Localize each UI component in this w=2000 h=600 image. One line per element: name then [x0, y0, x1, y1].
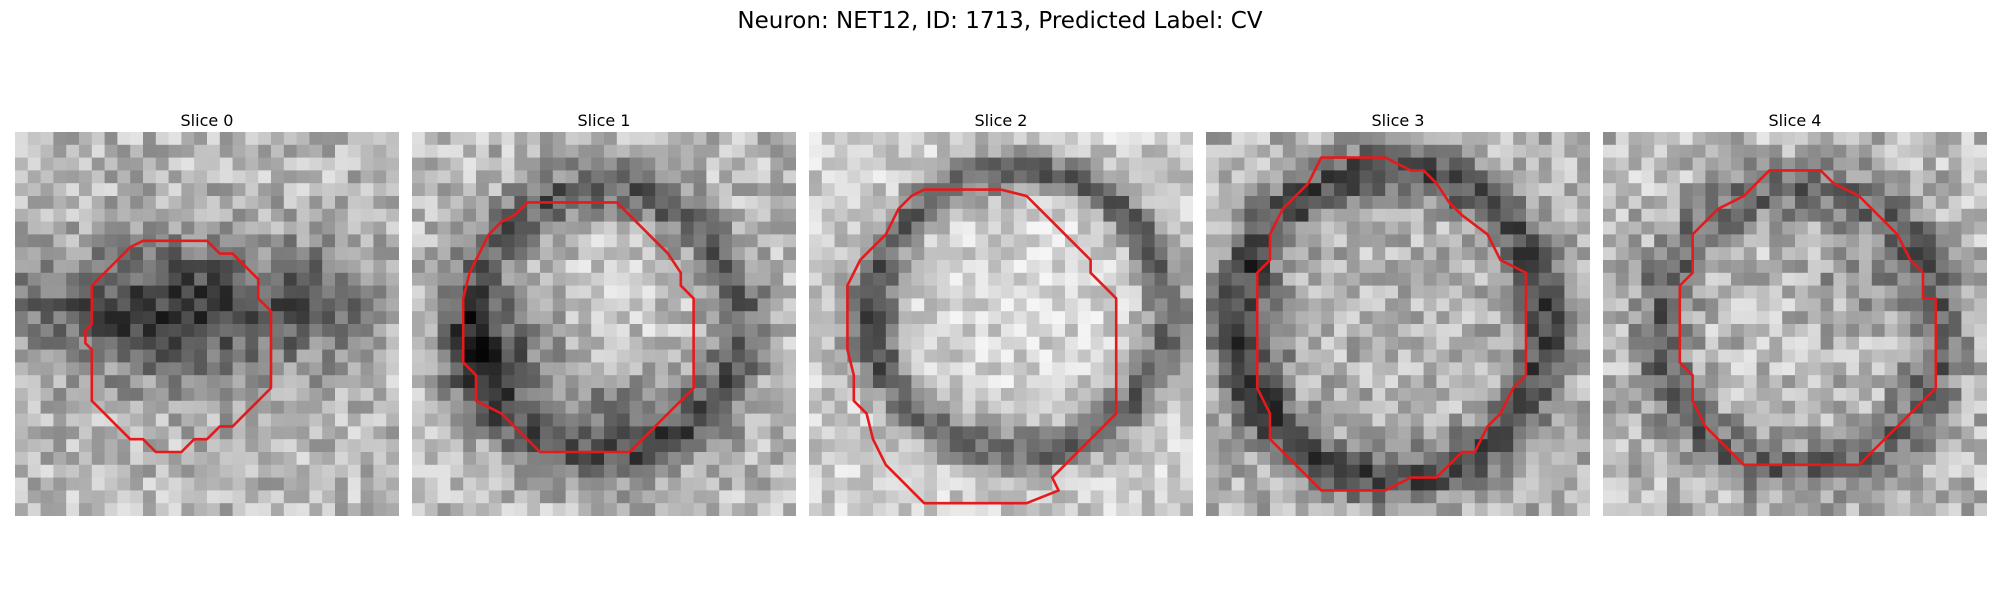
panel-title: Slice 4	[1768, 111, 1822, 130]
panel-slice-0: Slice 0	[15, 110, 399, 516]
segmentation-contour	[461, 201, 695, 454]
panel-slice-2: Slice 2	[809, 110, 1193, 516]
panel-slice-4: Slice 4	[1603, 110, 1987, 516]
microscopy-image-slice-3	[1206, 132, 1590, 516]
segmentation-contour	[84, 239, 273, 454]
pixel-grid	[1603, 132, 1987, 516]
panel-title: Slice 0	[180, 111, 234, 130]
microscopy-image-slice-2	[809, 132, 1193, 516]
pixel-grid	[15, 132, 399, 516]
microscopy-image-slice-0	[15, 132, 399, 516]
segmentation-contour	[846, 188, 1118, 505]
figure-title: Neuron: NET12, ID: 1713, Predicted Label…	[737, 8, 1263, 34]
panel-title: Slice 2	[974, 111, 1028, 130]
panel-slice-3: Slice 3	[1206, 110, 1590, 516]
panel-title: Slice 3	[1371, 111, 1425, 130]
microscopy-image-slice-4	[1603, 132, 1987, 516]
segmentation-contour	[1678, 169, 1938, 467]
pixel-grid	[1206, 132, 1590, 516]
segmentation-contour	[1255, 156, 1528, 492]
pixel-grid	[412, 132, 796, 516]
microscopy-image-slice-1	[412, 132, 796, 516]
panel-slice-1: Slice 1	[412, 110, 796, 516]
panel-title: Slice 1	[577, 111, 631, 130]
